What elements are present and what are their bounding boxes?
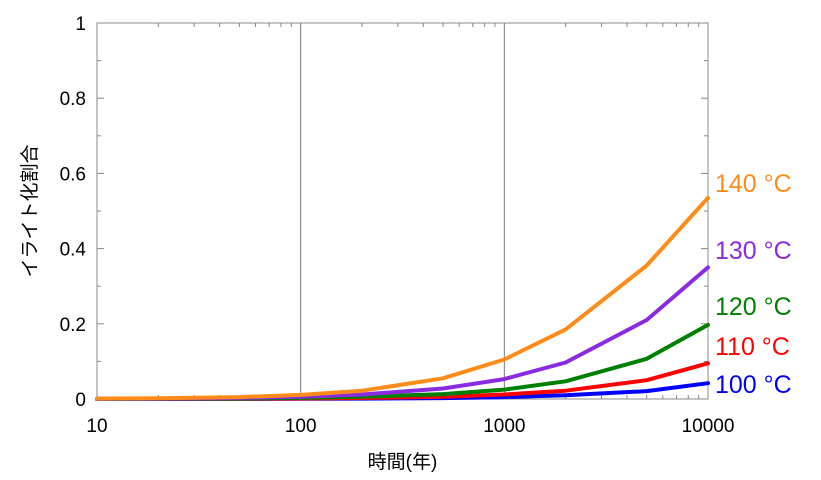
series-label: 100 °C (715, 371, 792, 399)
x-tick-label: 1000 (483, 416, 525, 437)
y-tick-label: 0.2 (60, 315, 86, 336)
y-tick-label: 0.8 (60, 89, 86, 110)
y-axis-title: イライト化割合 (19, 144, 41, 277)
x-tick-label: 10000 (682, 416, 735, 437)
y-tick-label: 0 (75, 390, 86, 411)
series-layer (95, 195, 710, 401)
y-tick-label: 0.6 (60, 164, 86, 185)
x-tick-label: 10 (86, 416, 107, 437)
series-label: 140 °C (715, 170, 792, 198)
series-label: 130 °C (715, 237, 792, 265)
grid-layer (300, 23, 505, 399)
series-label: 110 °C (715, 333, 790, 361)
plot-area (96, 22, 709, 400)
y-tick-label: 1 (75, 14, 86, 35)
series-label-layer: 140 °C 130 °C 120 °C 110 °C 100 °C (715, 170, 792, 399)
x-axis-title: 時間(年) (368, 451, 438, 473)
series-line (95, 195, 710, 401)
series-label: 120 °C (715, 293, 792, 321)
y-tick-label: 0.4 (60, 240, 87, 261)
x-tick-label: 100 (285, 416, 317, 437)
